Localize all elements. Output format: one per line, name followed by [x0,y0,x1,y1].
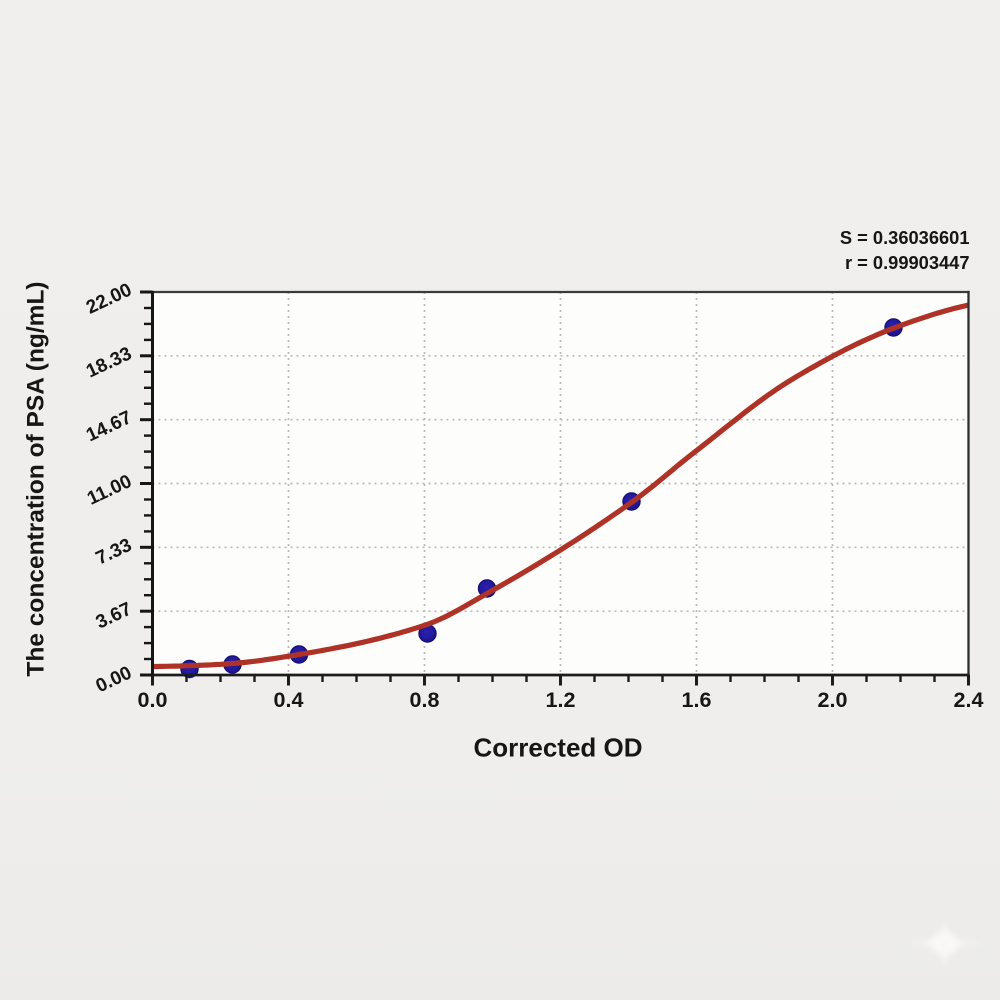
svg-text:0.0: 0.0 [138,688,168,712]
svg-text:r = 0.99903447: r = 0.99903447 [845,252,970,273]
svg-text:0.8: 0.8 [410,688,440,712]
svg-text:Corrected OD: Corrected OD [473,733,642,763]
svg-text:The concentration of PSA (ng/m: The concentration of PSA (ng/mL) [23,281,50,676]
svg-text:0.4: 0.4 [274,688,304,712]
svg-text:1.2: 1.2 [546,688,576,712]
svg-text:S = 0.36036601: S = 0.36036601 [840,227,970,248]
svg-text:2.4: 2.4 [954,688,984,712]
svg-text:2.0: 2.0 [818,688,848,712]
svg-text:1.6: 1.6 [682,688,712,712]
